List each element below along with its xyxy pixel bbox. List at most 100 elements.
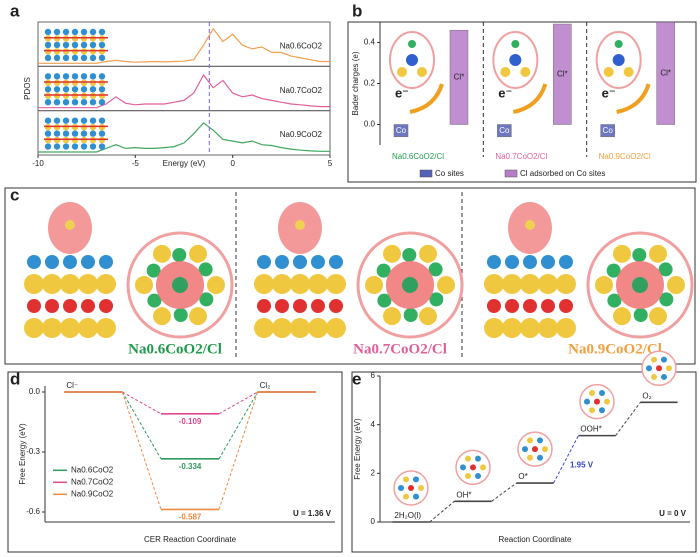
atom xyxy=(559,255,573,269)
atom xyxy=(623,67,634,77)
atom xyxy=(80,117,88,124)
lobe xyxy=(146,263,161,278)
bar-label: Co xyxy=(603,126,614,135)
atom xyxy=(71,48,79,55)
bar-label: Cl* xyxy=(660,68,671,77)
lobe xyxy=(606,263,621,278)
atom xyxy=(480,464,486,471)
lobe xyxy=(147,293,162,308)
atom xyxy=(44,136,52,144)
atom xyxy=(80,73,88,80)
atom xyxy=(62,73,70,80)
atom xyxy=(661,373,668,380)
bonds xyxy=(44,81,108,96)
category-label: O₂ xyxy=(642,391,651,400)
panel-label: c xyxy=(10,185,19,204)
atom xyxy=(89,136,97,144)
atom xyxy=(53,123,61,131)
atom xyxy=(520,318,540,338)
atom xyxy=(44,48,52,55)
atom xyxy=(484,318,504,338)
atom xyxy=(527,454,534,461)
atom xyxy=(62,123,70,131)
atom xyxy=(96,274,116,294)
atom xyxy=(526,437,533,444)
atom xyxy=(71,54,79,62)
atom xyxy=(89,92,97,99)
atom xyxy=(80,136,88,144)
center xyxy=(632,277,648,293)
atom xyxy=(80,48,88,55)
atom xyxy=(71,130,79,137)
bar xyxy=(553,23,572,125)
atom xyxy=(603,67,614,77)
atom xyxy=(96,318,116,338)
atom xyxy=(98,48,106,55)
lobe xyxy=(633,307,648,322)
atom xyxy=(98,143,106,150)
lobe xyxy=(172,248,187,263)
category-label: OOH* xyxy=(580,425,601,434)
atom xyxy=(53,130,61,137)
atom xyxy=(60,274,80,294)
atom xyxy=(80,35,88,42)
atom xyxy=(44,99,52,106)
atom xyxy=(89,143,97,150)
potential-label: U = 1.36 V xyxy=(293,509,332,518)
atom xyxy=(44,73,52,80)
connector xyxy=(218,391,259,510)
atom xyxy=(71,143,79,150)
atom xyxy=(189,307,207,326)
atom xyxy=(98,28,106,36)
x-tick-label: 5 xyxy=(328,159,333,168)
atom xyxy=(80,130,88,137)
panel-label: d xyxy=(10,369,20,388)
bar xyxy=(449,29,469,125)
atom xyxy=(44,86,52,93)
atom xyxy=(329,255,343,269)
atom xyxy=(62,48,70,55)
atom xyxy=(44,92,52,99)
chlorine xyxy=(65,220,75,230)
atom xyxy=(520,67,531,77)
atom xyxy=(71,123,79,131)
arrow xyxy=(616,83,651,114)
atom xyxy=(584,398,590,405)
atom xyxy=(660,356,667,363)
structure-label: Na0.9CoO2/Cl xyxy=(568,341,662,357)
bar xyxy=(497,124,512,138)
atom xyxy=(89,54,97,62)
y-tick-label: 0.2 xyxy=(364,79,376,88)
atom xyxy=(412,476,419,483)
atom xyxy=(89,117,97,124)
atom xyxy=(308,318,328,338)
atom xyxy=(44,35,52,42)
atom xyxy=(189,244,207,263)
y-tick-label: 0.0 xyxy=(29,387,41,396)
atom xyxy=(53,99,61,106)
atom xyxy=(460,464,466,471)
structure-label: Na0.7CoO2/Cl xyxy=(353,341,447,357)
atom xyxy=(89,130,97,137)
atom xyxy=(383,307,401,326)
atom xyxy=(89,86,97,93)
atom xyxy=(656,365,662,372)
atom xyxy=(80,41,88,49)
y-axis-label: Bader charges (e) xyxy=(351,51,360,115)
atom xyxy=(505,255,519,269)
atom xyxy=(559,299,573,313)
atom xyxy=(598,389,605,396)
category-label: Cl₂ xyxy=(260,381,271,390)
lobe xyxy=(658,262,673,277)
atom xyxy=(80,92,88,99)
atom xyxy=(464,455,471,462)
atom xyxy=(98,92,106,99)
atom xyxy=(135,276,153,294)
atom xyxy=(98,79,106,87)
value-label: -0.587 xyxy=(179,513,202,522)
atom xyxy=(71,79,79,87)
atom xyxy=(487,255,501,269)
atom xyxy=(71,117,79,124)
atom xyxy=(60,318,80,338)
strip-frame xyxy=(37,110,331,156)
